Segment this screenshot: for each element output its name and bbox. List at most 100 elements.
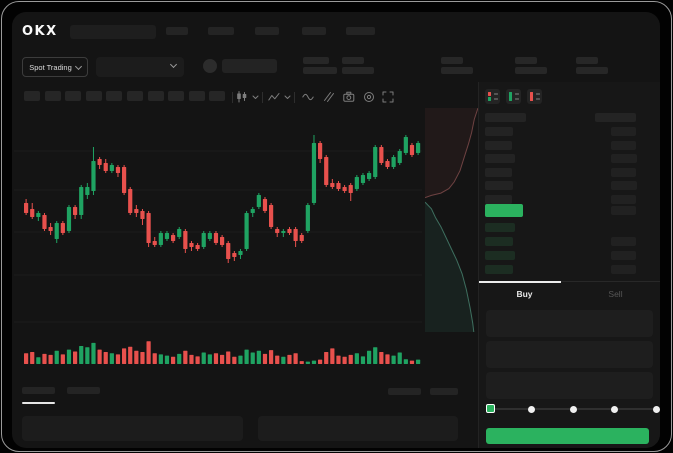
market-type-selector[interactable]: Spot Trading [22, 57, 88, 77]
nav-item-skeleton[interactable] [208, 27, 234, 35]
timeframe-button-skeleton[interactable] [147, 91, 164, 101]
camera-icon[interactable] [343, 91, 355, 103]
ask-price-skeleton[interactable] [485, 127, 513, 136]
ask-size-skeleton [611, 167, 636, 177]
candle-chart-icon[interactable] [236, 91, 248, 103]
timeframe-button-skeleton[interactable] [188, 91, 205, 101]
orderbook-header-skeleton [485, 113, 526, 122]
ask-size-skeleton [611, 154, 637, 163]
book-icon-line [514, 93, 519, 95]
trade-input-skeleton[interactable] [486, 372, 653, 399]
timeframe-button-skeleton[interactable] [65, 91, 82, 101]
toolbar-divider [262, 92, 263, 103]
nav-item-skeleton[interactable] [346, 27, 375, 35]
search-bar-skeleton[interactable] [70, 25, 156, 39]
line-chart-icon[interactable] [302, 91, 314, 103]
settings-icon[interactable] [363, 91, 375, 103]
buy-submit-button[interactable] [486, 428, 649, 444]
nav-item-skeleton[interactable] [302, 27, 326, 35]
bid-size-skeleton [611, 251, 636, 260]
orders-table-skeleton [258, 416, 458, 441]
ask-price-skeleton[interactable] [485, 181, 513, 190]
amount-slider[interactable] [485, 403, 660, 415]
timeframe-button-skeleton[interactable] [168, 91, 185, 101]
slider-handle[interactable] [485, 404, 495, 413]
bid-price-skeleton[interactable] [485, 251, 515, 260]
trade-input-skeleton[interactable] [486, 341, 653, 368]
candlestick-chart[interactable] [12, 108, 424, 368]
tab-sell[interactable]: Sell [608, 289, 623, 299]
timeframe-button-skeleton[interactable] [44, 91, 61, 101]
bid-price-skeleton[interactable] [485, 237, 513, 246]
chevron-down-icon [169, 60, 178, 69]
ask-size-skeleton [611, 140, 636, 150]
book-icon-bar [488, 97, 491, 101]
orders-tab-skeleton[interactable] [22, 387, 55, 394]
history-link-skeleton[interactable] [430, 388, 458, 395]
token-icon-skeleton [203, 59, 217, 73]
book-icon-line [535, 98, 540, 100]
timeframe-button-skeleton[interactable] [127, 91, 143, 101]
stat-label-skeleton [441, 57, 463, 64]
compare-icon[interactable] [323, 91, 335, 103]
stat-label-skeleton [303, 57, 329, 64]
history-link-skeleton[interactable] [388, 388, 421, 395]
stat-label-skeleton [515, 57, 537, 64]
nav-item-skeleton[interactable] [255, 27, 279, 35]
last-price-highlight [485, 204, 523, 217]
account-bar-skeleton [222, 59, 277, 73]
ask-price-skeleton[interactable] [485, 194, 512, 204]
bid-size-skeleton [611, 265, 636, 274]
orders-table-skeleton [22, 416, 243, 441]
orderbook-header-skeleton [595, 113, 636, 122]
ask-price-skeleton[interactable] [485, 154, 515, 163]
slider-stop-dot[interactable] [611, 405, 618, 413]
asks-book-icon[interactable] [527, 89, 542, 104]
stat-value-skeleton [303, 67, 337, 74]
ask-size-skeleton [611, 206, 636, 215]
stat-value-skeleton [576, 67, 608, 74]
order-book-panel: Buy Sell [478, 82, 660, 448]
bid-price-skeleton[interactable] [485, 265, 513, 274]
ask-price-skeleton[interactable] [485, 140, 512, 150]
timeframe-button-skeleton[interactable] [209, 91, 226, 101]
slider-stop-dot[interactable] [528, 405, 535, 413]
ask-price-skeleton[interactable] [485, 167, 512, 177]
ask-size-skeleton [611, 194, 636, 204]
depth-chart[interactable] [425, 108, 478, 332]
market-type-label: Spot Trading [29, 62, 72, 72]
pair-selector-dropdown[interactable] [96, 57, 184, 77]
stat-value-skeleton [515, 67, 547, 74]
timeframe-button-skeleton[interactable] [85, 91, 102, 101]
book-icon-line [535, 93, 540, 95]
combined-book-icon[interactable] [485, 89, 500, 104]
stat-value-skeleton [441, 67, 473, 74]
bid-price-skeleton[interactable] [485, 223, 515, 232]
chevron-down-icon[interactable] [252, 95, 259, 100]
ask-size-skeleton [611, 127, 636, 136]
chevron-down-icon[interactable] [284, 95, 291, 100]
timeframe-button-skeleton[interactable] [24, 91, 40, 101]
app-window: OKX Spot Trading [12, 12, 660, 448]
indicators-icon[interactable] [268, 91, 280, 103]
trade-tabs: Buy Sell [479, 281, 660, 308]
book-icon-bar [530, 92, 533, 101]
book-icon-line [493, 93, 498, 95]
timeframe-button-skeleton[interactable] [106, 91, 123, 101]
stat-label-skeleton [576, 57, 598, 64]
bids-book-icon[interactable] [506, 89, 521, 104]
book-icon-bar [488, 92, 491, 96]
slider-stop-dot[interactable] [652, 405, 660, 413]
tab-buy[interactable]: Buy [516, 289, 533, 299]
stat-label-skeleton [342, 57, 364, 64]
stat-value-skeleton [342, 67, 374, 74]
orders-tab-skeleton[interactable] [67, 387, 100, 394]
trade-input-skeleton[interactable] [486, 310, 653, 337]
nav-item-skeleton[interactable] [166, 27, 188, 35]
active-bottom-tab-underline [22, 402, 55, 404]
book-icon-bar [509, 92, 512, 101]
bid-size-skeleton [611, 237, 636, 246]
slider-stop-dot[interactable] [569, 405, 577, 413]
fullscreen-icon[interactable] [382, 91, 394, 103]
